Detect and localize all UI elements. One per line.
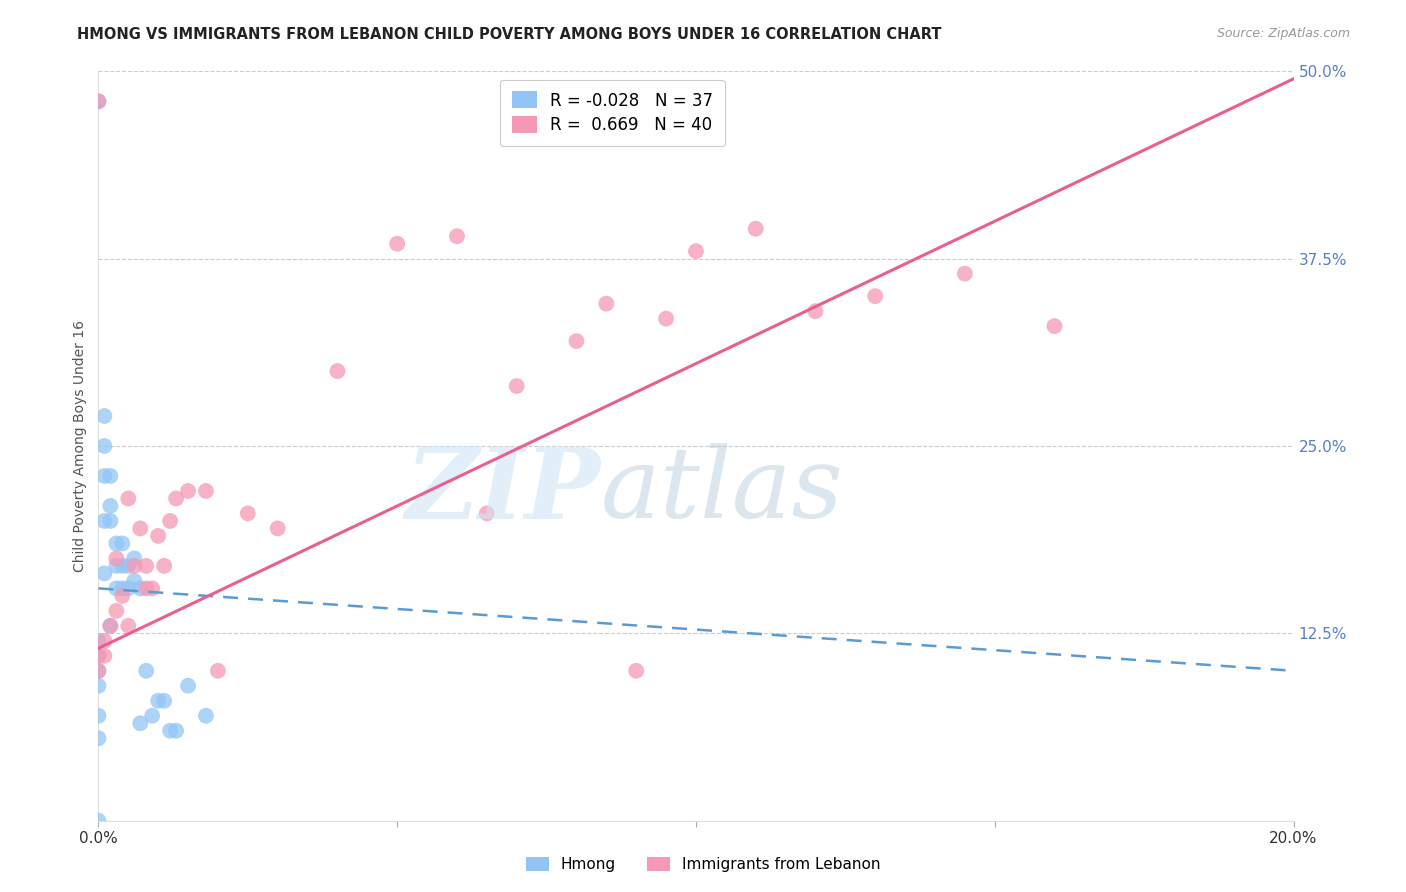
Hmong <box>87 708 110 723</box>
Hmong <box>111 582 134 596</box>
Hmong <box>105 536 128 550</box>
Immigrants from Lebanon <box>141 582 163 596</box>
Immigrants from Lebanon <box>129 521 152 535</box>
Immigrants from Lebanon <box>98 619 122 633</box>
Hmong <box>98 619 122 633</box>
Immigrants from Lebanon <box>207 664 229 678</box>
Hmong <box>87 814 110 828</box>
Immigrants from Lebanon <box>953 267 976 281</box>
Hmong <box>93 439 115 453</box>
Hmong <box>87 95 110 109</box>
Immigrants from Lebanon <box>595 296 617 310</box>
Immigrants from Lebanon <box>148 529 170 543</box>
Immigrants from Lebanon <box>87 664 110 678</box>
Immigrants from Lebanon <box>1043 319 1066 334</box>
Hmong <box>135 664 157 678</box>
Hmong <box>87 679 110 693</box>
Immigrants from Lebanon <box>87 648 110 663</box>
Hmong <box>87 633 110 648</box>
Hmong <box>117 582 139 596</box>
Immigrants from Lebanon <box>685 244 707 259</box>
Y-axis label: Child Poverty Among Boys Under 16: Child Poverty Among Boys Under 16 <box>73 320 87 572</box>
Text: Source: ZipAtlas.com: Source: ZipAtlas.com <box>1216 27 1350 40</box>
Hmong <box>159 723 181 738</box>
Immigrants from Lebanon <box>865 289 887 303</box>
Immigrants from Lebanon <box>124 558 146 573</box>
Immigrants from Lebanon <box>506 379 529 393</box>
Hmong <box>87 664 110 678</box>
Immigrants from Lebanon <box>326 364 349 378</box>
Hmong <box>111 536 134 550</box>
Immigrants from Lebanon <box>177 483 200 498</box>
Hmong <box>117 558 139 573</box>
Hmong <box>177 679 200 693</box>
Immigrants from Lebanon <box>267 521 290 535</box>
Immigrants from Lebanon <box>745 221 768 235</box>
Hmong <box>129 582 152 596</box>
Hmong <box>93 469 115 483</box>
Hmong <box>124 551 146 566</box>
Text: atlas: atlas <box>600 443 844 539</box>
Hmong <box>141 708 163 723</box>
Immigrants from Lebanon <box>385 236 409 251</box>
Immigrants from Lebanon <box>93 648 115 663</box>
Immigrants from Lebanon <box>626 664 648 678</box>
Hmong <box>165 723 187 738</box>
Hmong <box>124 574 146 588</box>
Immigrants from Lebanon <box>135 558 157 573</box>
Hmong <box>93 514 115 528</box>
Hmong <box>98 499 122 513</box>
Immigrants from Lebanon <box>93 633 115 648</box>
Hmong <box>98 514 122 528</box>
Hmong <box>148 694 170 708</box>
Hmong <box>105 558 128 573</box>
Immigrants from Lebanon <box>105 551 128 566</box>
Hmong <box>195 708 218 723</box>
Hmong <box>129 716 152 731</box>
Immigrants from Lebanon <box>804 304 827 318</box>
Immigrants from Lebanon <box>117 491 139 506</box>
Immigrants from Lebanon <box>159 514 181 528</box>
Hmong <box>93 409 115 423</box>
Immigrants from Lebanon <box>153 558 176 573</box>
Immigrants from Lebanon <box>135 582 157 596</box>
Hmong <box>87 648 110 663</box>
Legend: Hmong, Immigrants from Lebanon: Hmong, Immigrants from Lebanon <box>519 849 887 880</box>
Immigrants from Lebanon <box>655 311 678 326</box>
Hmong <box>111 558 134 573</box>
Immigrants from Lebanon <box>236 507 259 521</box>
Immigrants from Lebanon <box>446 229 468 244</box>
Hmong <box>153 694 176 708</box>
Legend: R = -0.028   N = 37, R =  0.669   N = 40: R = -0.028 N = 37, R = 0.669 N = 40 <box>501 79 724 146</box>
Immigrants from Lebanon <box>117 619 139 633</box>
Immigrants from Lebanon <box>105 604 128 618</box>
Immigrants from Lebanon <box>565 334 588 348</box>
Hmong <box>87 731 110 746</box>
Hmong <box>105 582 128 596</box>
Immigrants from Lebanon <box>195 483 218 498</box>
Immigrants from Lebanon <box>475 507 498 521</box>
Text: HMONG VS IMMIGRANTS FROM LEBANON CHILD POVERTY AMONG BOYS UNDER 16 CORRELATION C: HMONG VS IMMIGRANTS FROM LEBANON CHILD P… <box>77 27 942 42</box>
Hmong <box>98 469 122 483</box>
Hmong <box>93 566 115 581</box>
Immigrants from Lebanon <box>165 491 187 506</box>
Immigrants from Lebanon <box>87 95 110 109</box>
Immigrants from Lebanon <box>111 589 134 603</box>
Text: ZIP: ZIP <box>405 442 600 539</box>
